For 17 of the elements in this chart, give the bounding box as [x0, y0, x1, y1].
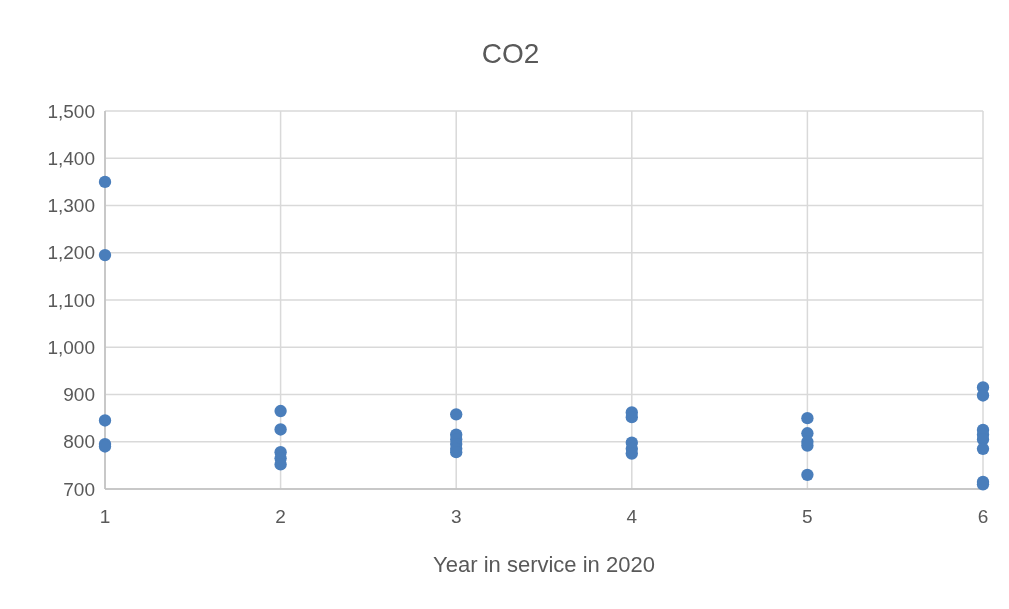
- y-tick-label: 1,500: [47, 100, 95, 122]
- y-tick-label: 700: [63, 478, 95, 500]
- y-tick-label: 1,100: [47, 289, 95, 311]
- x-tick-label: 4: [626, 506, 638, 527]
- x-tick-label: 3: [450, 506, 462, 527]
- y-tick-label: 1,000: [47, 336, 95, 358]
- x-tick-label: 1: [99, 506, 111, 527]
- x-tick-label: 6: [977, 506, 989, 527]
- y-tick-label: 800: [63, 431, 95, 453]
- x-tick-label: 5: [802, 506, 813, 527]
- x-tick-label: 2: [275, 506, 286, 527]
- y-tick-label: 900: [63, 384, 95, 406]
- y-tick-label: 1,400: [47, 147, 95, 169]
- x-axis-title: Year in service in 2020: [433, 552, 655, 577]
- chart-title: CO2: [481, 38, 540, 69]
- y-tick-label: 1,300: [47, 195, 95, 217]
- y-tick-label: 1,200: [47, 242, 95, 264]
